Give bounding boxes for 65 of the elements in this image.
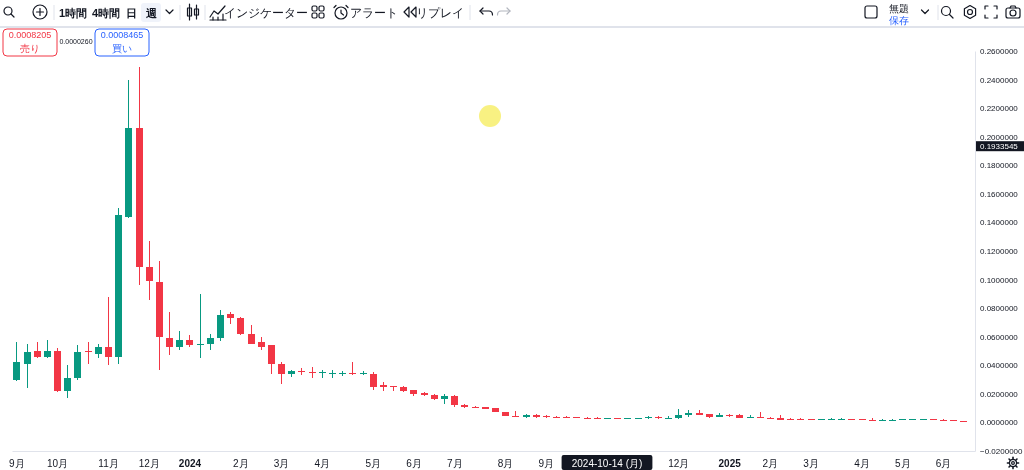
- x-tick-label: 11月: [98, 458, 119, 470]
- x-tick-label: 5月: [365, 458, 382, 470]
- candlestick: [217, 309, 224, 342]
- candlestick: [349, 361, 356, 376]
- x-tick-label: 3月: [803, 458, 819, 470]
- y-tick-label: 0.1600000: [980, 189, 1019, 199]
- y-tick-label: 0.1800000: [980, 161, 1019, 171]
- x-tick-label: 4月: [854, 458, 870, 470]
- x-tick-label: 9月: [538, 458, 555, 470]
- y-tick-label: 0.2400000: [980, 75, 1019, 85]
- x-tick-label: 5月: [894, 458, 911, 470]
- x-tick-label: 9月: [9, 458, 25, 470]
- text: 4時間: [91, 6, 121, 19]
- y-tick-label: 0.1200000: [980, 247, 1019, 257]
- text: 0.1933545: [980, 142, 1019, 152]
- y-tick-label: 0.0000000: [980, 418, 1019, 428]
- text: 2024-10-14 (月): [571, 457, 643, 469]
- annotation: 買い: [112, 43, 132, 54]
- x-tick-label: 7月: [446, 458, 463, 470]
- y-tick-label: 0.0200000: [980, 389, 1019, 399]
- y-tick-label: 0.2600000: [980, 47, 1019, 57]
- y-tick-label: 0.2000000: [980, 132, 1019, 142]
- x-tick-label: 12月: [138, 458, 160, 470]
- text: 無題: [889, 3, 909, 14]
- candlestick: [146, 240, 153, 301]
- x-tick-label: 6月: [406, 458, 422, 470]
- text: インジケーター: [224, 6, 308, 19]
- y-tick-label: 0.0800000: [980, 304, 1019, 314]
- candlestick: [166, 311, 173, 356]
- candlestick: [13, 341, 20, 382]
- x-tick-label: 2月: [233, 458, 249, 470]
- text: 日: [125, 6, 137, 19]
- x-tick-label: 2024: [178, 458, 202, 470]
- x-tick-label: 8月: [497, 458, 514, 470]
- y-tick-label: −0.0200000: [980, 447, 1024, 457]
- x-tick-label: 2月: [762, 458, 779, 470]
- x-tick-label: 10月: [47, 458, 69, 470]
- x-tick-label: 6月: [935, 458, 952, 470]
- candlestick: [24, 343, 31, 389]
- text: 0.0008465: [100, 30, 144, 40]
- x-tick-label: 12月: [668, 458, 690, 470]
- x-tick-label: 3月: [273, 458, 290, 470]
- y-tick-label: 0.1000000: [980, 275, 1019, 285]
- text: 1時間: [58, 6, 88, 19]
- y-tick-label: 0.2200000: [980, 104, 1019, 114]
- candlestick: [64, 364, 71, 399]
- candlestick: [869, 417, 876, 421]
- candlestick: [309, 366, 316, 379]
- text: リプレイ: [416, 5, 464, 19]
- text: 0.0008205: [8, 30, 52, 40]
- y-tick-label: 0.0600000: [980, 332, 1019, 342]
- y-tick-label: 0.0400000: [980, 361, 1019, 371]
- candlestick: [268, 344, 275, 375]
- y-tick-label: 0.1400000: [980, 218, 1019, 228]
- candlestick: [105, 296, 112, 366]
- candlestick: [44, 339, 51, 359]
- text: アラート: [350, 6, 398, 19]
- candlestick: [237, 316, 244, 336]
- annotation: 売り: [20, 43, 40, 54]
- x-tick-label: 2025: [718, 458, 742, 470]
- x-tick-label: 4月: [314, 458, 331, 470]
- text: 保存: [889, 14, 909, 26]
- candlestick: [278, 361, 285, 385]
- candlestick: [176, 330, 183, 351]
- candlestick: [248, 324, 255, 345]
